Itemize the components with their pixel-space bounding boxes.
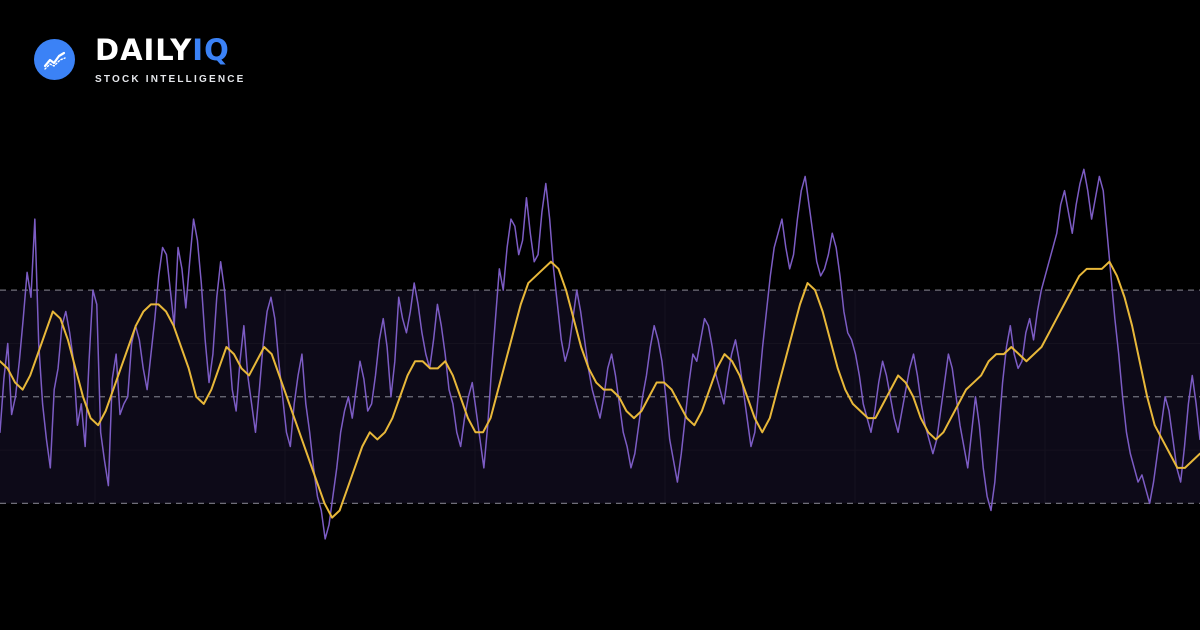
brand-name: DAILYIQ (95, 34, 246, 66)
oscillator-line (0, 168, 1200, 540)
brand-header: DAILYIQ STOCK INTELLIGENCE (34, 34, 246, 85)
brand-text: DAILYIQ STOCK INTELLIGENCE (95, 34, 246, 85)
signal-line (0, 260, 1200, 519)
trend-line-icon (34, 39, 75, 80)
brand-name-accent: IQ (192, 33, 230, 67)
brand-name-primary: DAILY (95, 33, 193, 67)
logo-badge (34, 39, 75, 80)
brand-tagline: STOCK INTELLIGENCE (95, 74, 246, 85)
